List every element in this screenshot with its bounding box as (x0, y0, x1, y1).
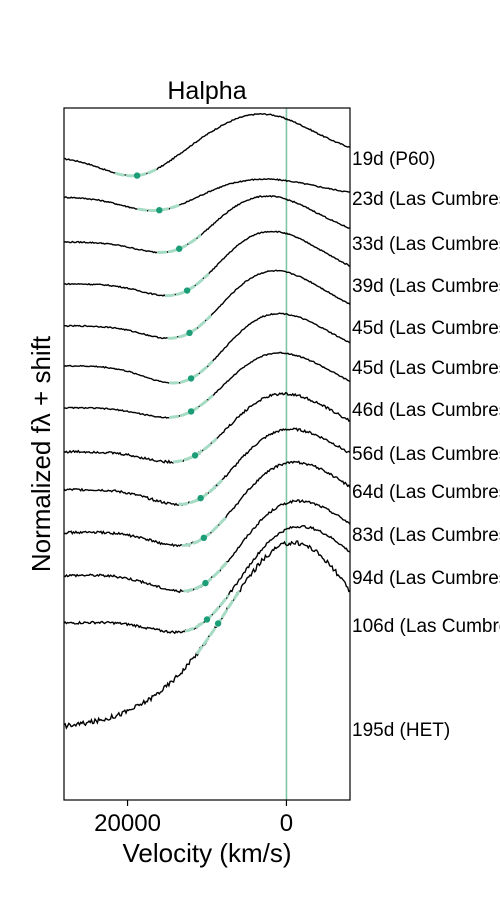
x-tick-label: 20000 (94, 810, 161, 837)
epoch-label: 46d (Las Cumbres) (352, 400, 500, 421)
minimum-marker (156, 207, 162, 213)
y-axis-label: Normalized fλ + shift (26, 335, 56, 572)
spectrum-line (64, 461, 350, 546)
plot-area (64, 108, 350, 806)
minimum-marker (188, 408, 194, 414)
minimum-marker (134, 172, 140, 178)
epoch-label: 45d (Las Cumbres) (352, 358, 500, 379)
spectrum-line (64, 352, 350, 418)
spectrum-line (64, 393, 350, 463)
epoch-label: 56d (Las Cumbres) (352, 444, 500, 465)
epoch-label: 83d (Las Cumbres) (352, 525, 500, 546)
epoch-label: 195d (HET) (352, 720, 450, 741)
x-tick-label: 0 (280, 810, 293, 837)
fit-curve (186, 596, 227, 631)
epoch-label: 106d (Las Cumbres) (352, 616, 500, 637)
minimum-marker (192, 452, 198, 458)
spectra-group (64, 114, 350, 728)
chart-title: Halpha (167, 77, 246, 105)
minimum-marker (197, 495, 203, 501)
epoch-label: 33d (Las Cumbres) (352, 234, 500, 255)
minimum-marker (176, 246, 182, 252)
minimum-marker (188, 375, 194, 381)
spectrum-line (64, 541, 350, 728)
epoch-label: 23d (Las Cumbres) (352, 189, 500, 210)
epoch-label: 45d (Las Cumbres) (352, 318, 500, 339)
fit-curve (183, 519, 224, 546)
epoch-label: 39d (Las Cumbres) (352, 276, 500, 297)
minimum-marker (215, 620, 221, 626)
minimum-marker (201, 535, 207, 541)
epoch-label: 19d (P60) (352, 149, 435, 170)
spectrum-line (64, 196, 350, 253)
spectrum-line (64, 270, 350, 338)
spectrum-line (64, 231, 350, 296)
axes-frame (64, 108, 350, 800)
fit-curve (185, 563, 226, 591)
spectrum-line (64, 313, 350, 383)
minimum-marker (186, 330, 192, 336)
epoch-label: 94d (Las Cumbres) (352, 568, 500, 589)
spectrum-line (64, 179, 350, 211)
minimum-marker (202, 580, 208, 586)
epoch-label: 64d (Las Cumbres) (352, 482, 500, 503)
spectrum-line (64, 114, 350, 176)
minimum-marker (204, 616, 210, 622)
x-axis-label: Velocity (km/s) (122, 838, 291, 868)
minimum-marker (184, 287, 190, 293)
